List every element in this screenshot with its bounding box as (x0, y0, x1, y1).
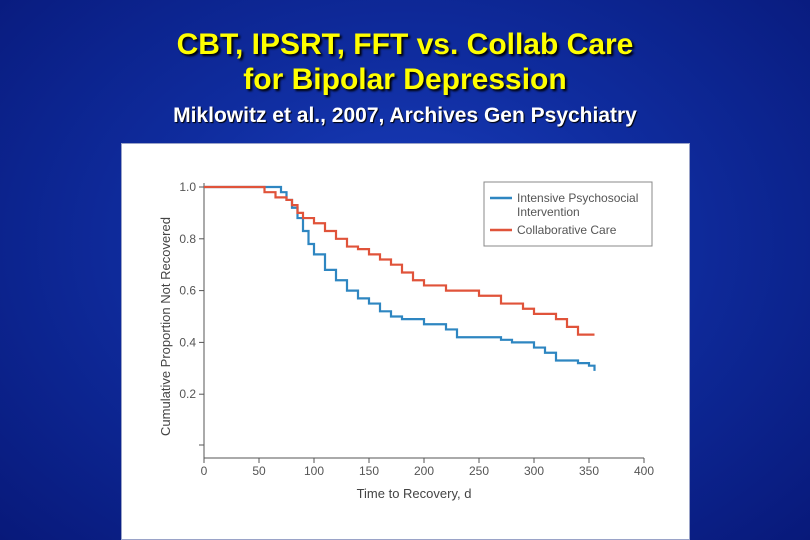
y-axis-ticks: 0.2 0.4 0.6 0.8 1.0 (179, 180, 204, 446)
x-axis-ticks: 0 50 100 150 200 250 300 350 400 (201, 458, 654, 478)
x-tick-label: 100 (304, 464, 324, 478)
y-tick-label: 0.8 (179, 232, 196, 246)
x-tick-label: 50 (252, 464, 266, 478)
x-axis-label: Time to Recovery, d (357, 486, 472, 501)
y-tick-label: 0.4 (179, 335, 196, 349)
chart: 0.2 0.4 0.6 0.8 1.0 0 50 100 150 200 250 300 350 400… (158, 180, 654, 501)
x-tick-label: 300 (524, 464, 544, 478)
slide-title-line-2: for Bipolar Depression (243, 63, 567, 96)
y-axis-label: Cumulative Proportion Not Recovered (158, 217, 173, 436)
x-tick-label: 250 (469, 464, 489, 478)
legend-label-intensive-line-2: Intervention (517, 205, 580, 219)
legend: Intensive Psychosocial Intervention Coll… (483, 181, 653, 247)
x-tick-label: 350 (579, 464, 599, 478)
legend-label-collaborative: Collaborative Care (517, 223, 617, 237)
x-tick-label: 0 (201, 464, 208, 478)
series-line-intensive (204, 185, 596, 371)
y-tick-label: 0.6 (179, 284, 196, 298)
chart-panel: 0.2 0.4 0.6 0.8 1.0 0 50 100 150 200 250 300 350 400… (121, 143, 690, 540)
legend-box (483, 181, 653, 247)
legend-label-intensive-line-1: Intensive Psychosocial (517, 191, 638, 205)
series-layer (204, 185, 596, 371)
x-tick-label: 200 (414, 464, 434, 478)
series-line-collaborative (204, 185, 595, 336)
slide-subtitle: Miklowitz et al., 2007, Archives Gen Psy… (173, 104, 637, 127)
y-tick-label: 1.0 (179, 180, 196, 194)
x-tick-label: 150 (359, 464, 379, 478)
y-tick-label: 0.2 (179, 387, 196, 401)
slide-title-line-1: CBT, IPSRT, FFT vs. Collab Care (176, 28, 634, 61)
x-tick-label: 400 (634, 464, 654, 478)
